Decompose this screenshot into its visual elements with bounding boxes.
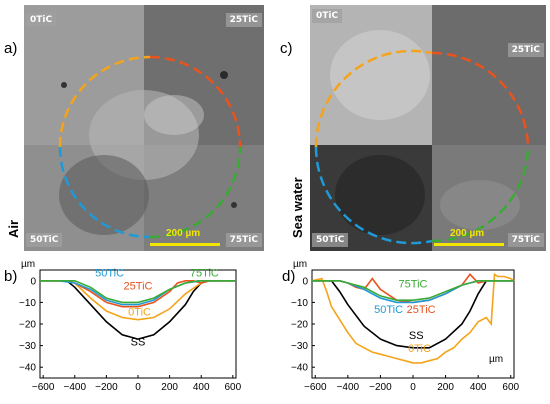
- series-line-0tic: [311, 272, 515, 364]
- sem-image-seawater: 0TiC 25TiC 50TiC 75TiC 200 µm: [310, 5, 546, 251]
- panel-a-environment: Air: [6, 219, 21, 238]
- tag-c-0tic: 0TiC: [312, 9, 343, 23]
- y-tick-label: −30: [291, 341, 308, 352]
- series-label-25tic: 25TiC: [407, 304, 436, 316]
- scale-text-c: 200 µm: [450, 228, 485, 239]
- y-tick-label: −30: [19, 341, 36, 352]
- tag-a-25tic: 25TiC: [225, 13, 262, 27]
- y-axis-label: µm: [293, 259, 307, 270]
- series-label-0tic: 0TiC: [128, 306, 151, 318]
- x-tick-label: 0: [135, 382, 141, 393]
- series-label-0tic: 0TiC: [408, 343, 431, 355]
- sem-air-svg: [24, 5, 264, 251]
- x-tick-label: 400: [470, 382, 487, 393]
- series-label-ss: SS: [409, 330, 424, 342]
- series-label-75tic: 75TiC: [190, 267, 219, 279]
- series-label-ss: SS: [131, 337, 146, 349]
- tag-c-75tic: 75TiC: [507, 233, 544, 247]
- x-tick-label: −400: [337, 382, 360, 393]
- y-tick-label: 0: [30, 276, 36, 287]
- x-tick-label: −600: [32, 382, 55, 393]
- x-tick-label: −200: [95, 382, 118, 393]
- tag-a-0tic: 0TiC: [26, 13, 57, 27]
- panel-c-environment: Sea water: [290, 177, 305, 238]
- x-tick-label: −200: [369, 382, 392, 393]
- x-tick-label: −400: [64, 382, 87, 393]
- sem-seawater-svg: [310, 5, 546, 251]
- y-tick-label: −10: [19, 298, 36, 309]
- panel-c-label: c): [280, 40, 293, 57]
- y-tick-label: −40: [19, 363, 36, 374]
- series-line-ss: [312, 280, 514, 349]
- scale-bar-c: [434, 243, 504, 246]
- x-tick-label: 600: [502, 382, 519, 393]
- series-label-75tic: 75TiC: [399, 278, 428, 290]
- y-tick-label: −20: [291, 320, 308, 331]
- y-tick-label: −10: [291, 298, 308, 309]
- panel-d-label: d): [282, 268, 296, 285]
- x-tick-label: 600: [224, 382, 241, 393]
- tag-a-50tic: 50TiC: [26, 233, 63, 247]
- panel-b-label: b): [4, 268, 18, 285]
- y-tick-label: −40: [291, 363, 308, 374]
- y-tick-label: −20: [19, 320, 36, 331]
- series-label-50tic: 50TiC: [95, 267, 124, 279]
- chart-b: −600 −400 −200 0 200 400 600 0 −10 −20 −30 −40 µm 50T…: [19, 259, 242, 393]
- x-tick-label: 200: [161, 382, 178, 393]
- sem-image-air: 0TiC 25TiC 50TiC 75TiC 200 µm: [24, 5, 264, 251]
- x-tick-label: 0: [410, 382, 416, 393]
- y-axis-label: µm: [21, 259, 35, 270]
- series-label-25tic: 25TiC: [124, 280, 153, 292]
- tag-c-50tic: 50TiC: [312, 233, 349, 247]
- panel-a-label: a): [4, 40, 18, 57]
- y-tick-label: 0: [302, 276, 308, 287]
- series-line-75tic: [40, 280, 236, 304]
- scale-text-a: 200 µm: [166, 228, 201, 239]
- series-label-50tic: 50TiC: [374, 304, 403, 316]
- tag-c-25tic: 25TiC: [507, 43, 544, 57]
- series-line-75tic: [312, 280, 514, 301]
- x-axis-label: µm: [489, 354, 503, 365]
- x-tick-label: −600: [304, 382, 327, 393]
- scale-bar-a: [150, 243, 220, 246]
- tag-a-75tic: 75TiC: [225, 233, 262, 247]
- x-tick-label: 400: [193, 382, 210, 393]
- x-tick-label: 200: [437, 382, 454, 393]
- chart-d: −600 −400 −200 0 200 400 600 0 −10 −20 −30 −40 µm µm 7…: [291, 259, 519, 393]
